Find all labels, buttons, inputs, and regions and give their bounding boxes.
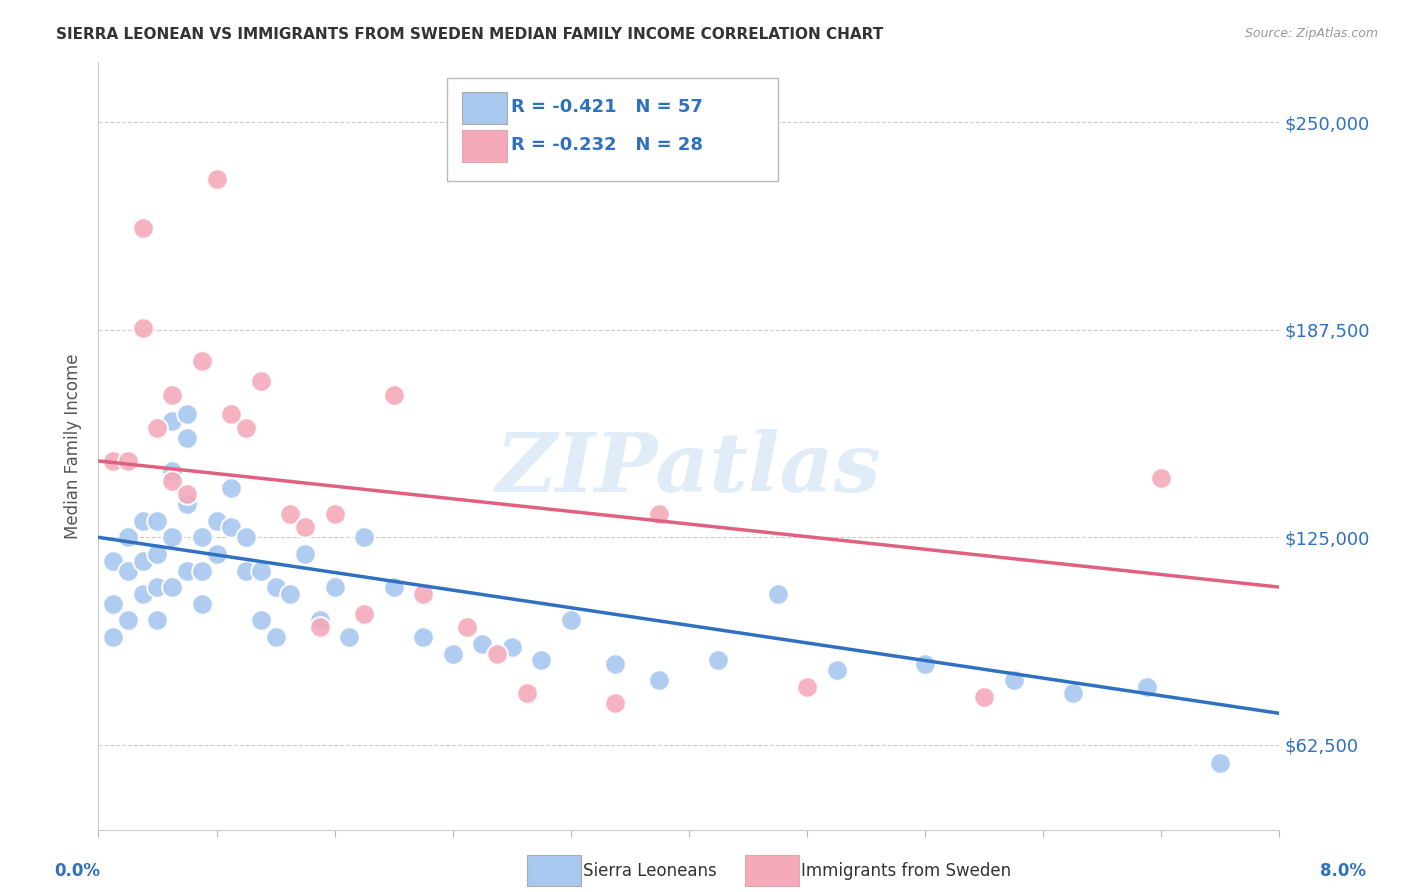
Point [309, 620, 332, 634]
Point [117, 613, 139, 627]
Point [825, 663, 848, 677]
Point [353, 530, 375, 544]
Point [973, 690, 995, 704]
Point [132, 221, 155, 235]
Point [162, 414, 183, 428]
Point [191, 597, 214, 611]
Point [191, 354, 214, 368]
Point [471, 637, 494, 651]
Point [103, 630, 125, 644]
Point [486, 647, 509, 661]
Point [648, 673, 671, 687]
Point [221, 408, 243, 422]
Text: 0.0%: 0.0% [55, 862, 100, 880]
Point [605, 657, 627, 671]
Text: SIERRA LEONEAN VS IMMIGRANTS FROM SWEDEN MEDIAN FAMILY INCOME CORRELATION CHART: SIERRA LEONEAN VS IMMIGRANTS FROM SWEDEN… [56, 27, 883, 42]
Point [707, 653, 730, 667]
Text: Source: ZipAtlas.com: Source: ZipAtlas.com [1244, 27, 1378, 40]
Point [162, 464, 183, 478]
Point [146, 613, 169, 627]
Point [280, 507, 302, 521]
Point [294, 547, 316, 561]
Point [235, 530, 257, 544]
Point [205, 171, 228, 186]
Point [205, 547, 228, 561]
Point [1002, 673, 1025, 687]
Point [176, 431, 198, 445]
Text: Immigrants from Sweden: Immigrants from Sweden [801, 862, 1011, 880]
Point [162, 580, 183, 594]
Point [294, 520, 316, 534]
Point [323, 580, 346, 594]
Text: 8.0%: 8.0% [1320, 862, 1365, 880]
Point [339, 630, 361, 644]
Point [132, 321, 155, 335]
Point [103, 553, 125, 567]
Point [205, 514, 228, 528]
Point [117, 530, 139, 544]
Point [162, 474, 183, 488]
Point [250, 374, 273, 388]
Point [914, 657, 936, 671]
Point [235, 421, 257, 435]
Point [250, 564, 273, 578]
Point [796, 680, 818, 694]
Point [560, 613, 582, 627]
Point [516, 686, 538, 700]
Point [323, 507, 346, 521]
Point [117, 564, 139, 578]
Y-axis label: Median Family Income: Median Family Income [65, 353, 83, 539]
Point [146, 547, 169, 561]
Point [457, 620, 479, 634]
Point [162, 387, 183, 401]
Point [146, 580, 169, 594]
Point [103, 597, 125, 611]
Point [176, 408, 198, 422]
Text: R = -0.421   N = 57: R = -0.421 N = 57 [510, 98, 703, 116]
Point [280, 587, 302, 601]
Point [309, 613, 332, 627]
Point [441, 647, 464, 661]
Point [191, 530, 214, 544]
Point [221, 520, 243, 534]
Point [191, 564, 214, 578]
Point [146, 421, 169, 435]
Text: ZIPatlas: ZIPatlas [496, 429, 882, 509]
Point [146, 514, 169, 528]
Point [176, 497, 198, 511]
Point [1136, 680, 1159, 694]
Point [264, 580, 287, 594]
Point [1209, 756, 1232, 771]
Point [264, 630, 287, 644]
Point [221, 481, 243, 495]
Text: R = -0.232   N = 28: R = -0.232 N = 28 [510, 136, 703, 154]
Text: Sierra Leoneans: Sierra Leoneans [583, 862, 717, 880]
Point [132, 553, 155, 567]
Point [162, 530, 183, 544]
FancyBboxPatch shape [463, 130, 508, 162]
Point [412, 587, 434, 601]
Point [412, 630, 434, 644]
Point [382, 580, 405, 594]
Point [235, 564, 257, 578]
Point [132, 514, 155, 528]
Point [766, 587, 789, 601]
Point [353, 607, 375, 621]
Point [176, 564, 198, 578]
Point [382, 387, 405, 401]
Point [530, 653, 553, 667]
FancyBboxPatch shape [463, 92, 508, 124]
Point [176, 487, 198, 501]
Point [117, 454, 139, 468]
Point [1150, 470, 1173, 484]
FancyBboxPatch shape [447, 78, 778, 181]
Point [103, 454, 125, 468]
Point [250, 613, 273, 627]
Point [132, 587, 155, 601]
Point [501, 640, 523, 654]
Point [648, 507, 671, 521]
Point [1062, 686, 1084, 700]
Point [605, 697, 627, 711]
